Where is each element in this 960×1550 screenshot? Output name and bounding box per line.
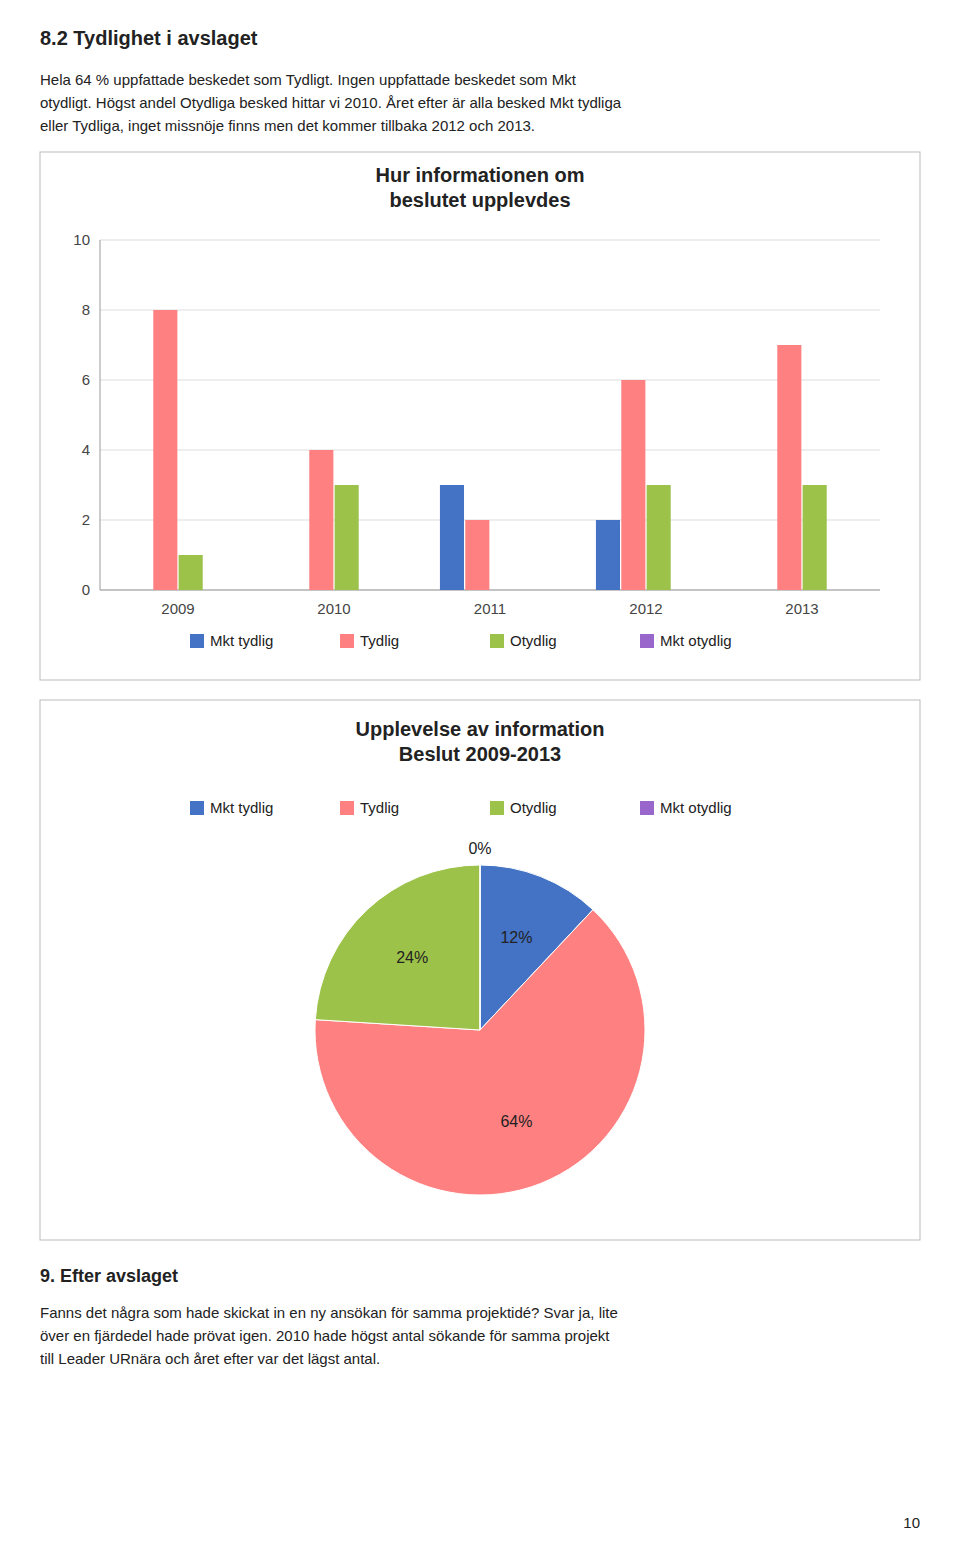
legend-swatch bbox=[490, 634, 504, 648]
page: 8.2 Tydlighet i avslaget Hela 64 % uppfat… bbox=[0, 0, 960, 1550]
y-tick-label: 4 bbox=[82, 441, 90, 458]
y-axis-line bbox=[100, 240, 101, 590]
grid-line bbox=[100, 240, 880, 241]
y-tick-label: 6 bbox=[82, 371, 90, 388]
intro-text: Hela 64 % uppfattade beskedet som Tydlig… bbox=[40, 71, 577, 88]
y-tick-label: 10 bbox=[73, 231, 90, 248]
x-tick-label: 2009 bbox=[161, 600, 194, 617]
bar bbox=[516, 590, 540, 591]
legend-label: Otydlig bbox=[510, 799, 557, 816]
data-label: 24% bbox=[396, 949, 428, 966]
legend-swatch bbox=[640, 801, 654, 815]
legend-swatch bbox=[340, 634, 354, 648]
pie-chart: Upplevelse av information Beslut 2009-201… bbox=[40, 700, 920, 1240]
grid-line bbox=[100, 380, 880, 381]
legend-label: Mkt tydlig bbox=[210, 632, 273, 649]
bar bbox=[128, 590, 152, 591]
y-tick-label: 2 bbox=[82, 511, 90, 528]
body-text: till Leader URnära och året efter var de… bbox=[40, 1350, 380, 1367]
section-title: 9. Efter avslaget bbox=[40, 1266, 178, 1286]
data-labels: 12% 64% 24% 0% bbox=[396, 840, 532, 1131]
legend-label: Otydlig bbox=[510, 632, 557, 649]
bar bbox=[596, 520, 620, 590]
legend-swatch bbox=[190, 801, 204, 815]
chart-title-line: beslutet upplevdes bbox=[389, 189, 570, 211]
page-number: 10 bbox=[903, 1514, 920, 1531]
data-label: 0% bbox=[468, 840, 491, 857]
x-tick-label: 2012 bbox=[629, 600, 662, 617]
x-tick-label: 2011 bbox=[474, 600, 506, 617]
bar bbox=[153, 310, 177, 590]
bar bbox=[204, 590, 228, 591]
bar bbox=[803, 485, 827, 590]
x-axis-line bbox=[100, 590, 880, 591]
chart-panel bbox=[40, 700, 920, 1240]
chart-title-line: Hur informationen om bbox=[376, 164, 585, 186]
legend-label: Tydlig bbox=[360, 632, 399, 649]
chart-title-line: Upplevelse av information bbox=[356, 718, 605, 740]
body-text: över en fjärdedel hade prövat igen. 2010… bbox=[40, 1327, 610, 1344]
bar bbox=[672, 590, 696, 591]
background bbox=[0, 0, 960, 1550]
legend-swatch bbox=[190, 634, 204, 648]
bar bbox=[335, 485, 359, 590]
body-text: Fanns det några som hade skickat in en n… bbox=[40, 1304, 618, 1321]
chart-title: Hur informationen om beslutet upplevdes bbox=[376, 164, 585, 211]
grid-line bbox=[100, 450, 880, 451]
pie-slice bbox=[480, 865, 481, 1030]
grid-line bbox=[100, 520, 880, 521]
bar bbox=[491, 590, 515, 591]
legend-label: Mkt otydlig bbox=[660, 632, 732, 649]
bar bbox=[179, 555, 203, 590]
bar bbox=[752, 590, 776, 591]
bar bbox=[309, 450, 333, 590]
bar bbox=[647, 485, 671, 590]
bar bbox=[777, 345, 801, 590]
chart-panel bbox=[40, 152, 920, 680]
legend-label: Mkt tydlig bbox=[210, 799, 273, 816]
bar bbox=[621, 380, 645, 590]
data-label: 12% bbox=[500, 929, 532, 946]
y-tick-label: 0 bbox=[82, 581, 90, 598]
chart-title: Upplevelse av information Beslut 2009-201… bbox=[356, 718, 605, 765]
legend-label: Mkt otydlig bbox=[660, 799, 732, 816]
chart-title-line: Beslut 2009-2013 bbox=[399, 743, 561, 765]
bar bbox=[440, 485, 464, 590]
legend-swatch bbox=[340, 801, 354, 815]
grid-line bbox=[100, 590, 880, 591]
pie-slice bbox=[315, 865, 480, 1030]
x-tick-label: 2013 bbox=[785, 600, 818, 617]
bar-chart: Hur informationen om beslutet upplevdes 0 2… bbox=[40, 152, 920, 680]
legend-label: Tydlig bbox=[360, 799, 399, 816]
legend-swatch bbox=[640, 634, 654, 648]
bar bbox=[284, 590, 308, 591]
bar bbox=[828, 590, 852, 591]
y-tick-label: 8 bbox=[82, 301, 90, 318]
slices bbox=[315, 865, 645, 1195]
intro-text: otydligt. Högst andel Otydliga besked hi… bbox=[40, 94, 622, 111]
intro-text: eller Tydliga, inget missnöje finns men … bbox=[40, 117, 535, 134]
bars bbox=[153, 310, 826, 590]
bar bbox=[360, 590, 384, 591]
legend-swatch bbox=[490, 801, 504, 815]
page-title: 8.2 Tydlighet i avslaget bbox=[40, 27, 258, 49]
data-label: 64% bbox=[500, 1113, 532, 1130]
bar bbox=[465, 520, 489, 590]
grid-line bbox=[100, 310, 880, 311]
x-tick-label: 2010 bbox=[317, 600, 350, 617]
